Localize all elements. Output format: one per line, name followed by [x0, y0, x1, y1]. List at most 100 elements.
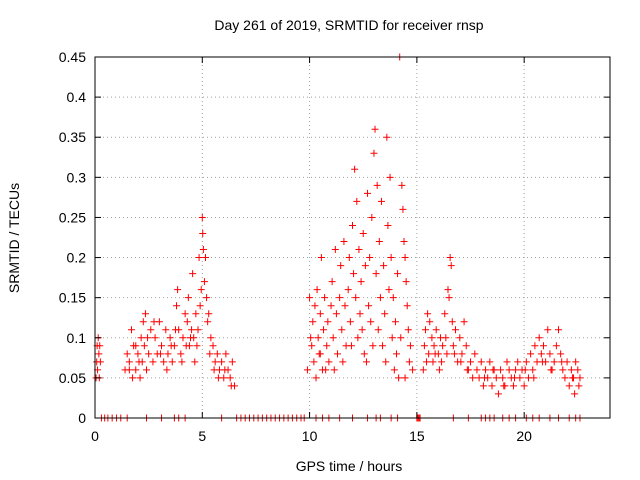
data-point — [362, 358, 370, 366]
data-point — [552, 342, 560, 350]
data-point — [221, 366, 229, 374]
x-tick-label: 20 — [516, 428, 532, 444]
data-point — [358, 326, 366, 334]
data-point — [356, 310, 364, 318]
data-point — [345, 254, 353, 262]
data-point — [333, 350, 341, 358]
data-point — [313, 286, 321, 294]
data-point — [445, 294, 453, 302]
data-point — [181, 310, 189, 318]
data-point — [140, 342, 148, 350]
data-point — [494, 390, 502, 398]
data-point — [492, 374, 500, 382]
data-point — [443, 350, 451, 358]
data-point — [321, 294, 329, 302]
data-point — [385, 286, 393, 294]
data-point — [386, 173, 394, 181]
data-point — [421, 326, 429, 334]
data-point — [473, 366, 481, 374]
data-point — [431, 350, 439, 358]
data-point — [167, 342, 175, 350]
data-point — [384, 221, 392, 229]
data-point — [204, 318, 212, 326]
data-point — [188, 326, 196, 334]
data-point — [469, 374, 477, 382]
data-point — [401, 254, 409, 262]
data-point — [439, 342, 447, 350]
data-point — [488, 382, 496, 390]
data-point — [320, 326, 328, 334]
data-point — [503, 358, 511, 366]
data-point — [429, 358, 437, 366]
data-point — [359, 229, 367, 237]
data-point — [203, 294, 211, 302]
data-point — [202, 254, 210, 262]
data-point — [544, 326, 552, 334]
data-point — [179, 334, 187, 342]
data-point — [403, 302, 411, 310]
data-point — [447, 262, 455, 270]
data-point — [125, 366, 133, 374]
data-point — [338, 326, 346, 334]
data-point — [196, 302, 204, 310]
data-point — [375, 238, 383, 246]
data-point — [324, 318, 332, 326]
data-point — [423, 358, 431, 366]
data-point — [373, 181, 381, 189]
data-point — [143, 366, 150, 374]
data-point — [575, 382, 583, 390]
data-point — [317, 254, 325, 262]
data-point — [567, 366, 575, 374]
data-point — [430, 342, 438, 350]
y-tick-label: 0.4 — [67, 89, 87, 105]
data-point — [199, 229, 207, 237]
data-point — [546, 350, 554, 358]
data-point — [486, 358, 494, 366]
data-point — [535, 334, 543, 342]
data-point — [512, 366, 520, 374]
data-point — [467, 358, 475, 366]
y-tick-label: 0.3 — [67, 169, 87, 185]
data-point — [379, 342, 387, 350]
data-point — [182, 342, 190, 350]
data-point — [312, 374, 320, 382]
data-point — [509, 382, 517, 390]
data-point — [452, 326, 459, 334]
data-point — [134, 350, 142, 358]
data-point — [558, 358, 566, 366]
axis-ticks: 0 5 10 15 20 0 0.05 0.1 0.15 0.2 0.25 0.3 0.35 0.4 0.4… — [59, 49, 610, 444]
data-point — [350, 270, 358, 278]
data-point — [450, 350, 458, 358]
data-point — [520, 382, 528, 390]
data-point — [479, 382, 487, 390]
data-point — [527, 350, 535, 358]
data-point — [522, 358, 530, 366]
data-point — [173, 302, 181, 310]
data-point — [568, 374, 576, 382]
data-point — [480, 374, 488, 382]
data-point — [448, 318, 456, 326]
data-point — [392, 350, 400, 358]
data-point — [228, 358, 236, 366]
data-point — [227, 382, 235, 390]
x-tick-label: 15 — [409, 428, 425, 444]
data-point — [425, 350, 433, 358]
data-point — [200, 278, 208, 286]
grid-lines — [95, 57, 610, 418]
y-tick-label: 0.25 — [59, 209, 86, 225]
data-point — [482, 366, 490, 374]
data-point — [307, 334, 315, 342]
data-point — [462, 342, 470, 350]
data-point — [463, 366, 471, 374]
data-point — [352, 294, 360, 302]
data-point — [441, 310, 449, 318]
data-point — [370, 149, 378, 157]
data-point — [457, 358, 465, 366]
data-point — [205, 310, 213, 318]
data-point — [336, 294, 344, 302]
data-point — [390, 366, 398, 374]
data-point — [364, 189, 372, 197]
data-point — [177, 350, 185, 358]
data-point — [497, 366, 505, 374]
data-point — [337, 262, 345, 270]
